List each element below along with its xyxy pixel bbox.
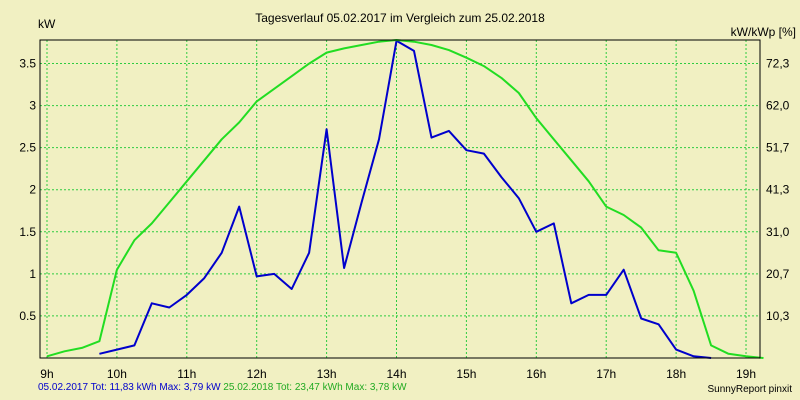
y-tick-label-right: 20,7 [766, 267, 790, 281]
y-tick-label-left: 3.5 [19, 57, 36, 71]
footer-summary: 05.02.2017 Tot: 11,83 kWh Max: 3,79 kW 2… [38, 382, 407, 393]
y-tick-label-left: 2 [29, 183, 36, 197]
axis-labels: 9h 10h 11h 12h 13h 14h 15h 16h 17h 18h 19h 0.5 10,3 1… [19, 57, 789, 381]
series-line-25-02-2018 [46, 39, 764, 359]
x-tick-label: 10h [107, 367, 127, 381]
y-tick-label-right: 10,3 [766, 309, 790, 323]
series-line-05-02-2017 [99, 39, 712, 359]
y-tick-label-right: 62,0 [766, 99, 790, 113]
series-layer [46, 39, 764, 359]
x-tick-label: 14h [386, 367, 406, 381]
grid-lines [40, 40, 760, 358]
x-tick-label: 19h [736, 367, 756, 381]
plot-frame [39, 39, 761, 359]
y-tick-label-right: 31,0 [766, 225, 790, 239]
x-tick-label: 16h [526, 367, 546, 381]
y-tick-label-left: 0.5 [19, 309, 36, 323]
x-tick-label: 9h [40, 367, 53, 381]
left-axis-label: kW [38, 17, 56, 31]
x-tick-label: 17h [596, 367, 616, 381]
right-axis-label: kW/kWp [%] [731, 25, 796, 39]
chart-title: Tagesverlauf 05.02.2017 im Vergleich zum… [255, 11, 545, 25]
credit-text: SunnyReport pinxit [707, 384, 793, 395]
y-tick-label-left: 2.5 [19, 141, 36, 155]
x-tick-label: 11h [177, 367, 196, 381]
x-tick-label: 18h [666, 367, 686, 381]
y-tick-label-left: 3 [29, 99, 36, 113]
x-tick-label: 13h [317, 367, 337, 381]
x-tick-label: 15h [456, 367, 476, 381]
x-tick-label: 12h [247, 367, 267, 381]
y-tick-label-right: 41,3 [766, 183, 790, 197]
y-tick-label-right: 51,7 [766, 141, 790, 155]
y-tick-label-right: 72,3 [766, 57, 790, 71]
footer-green-summary: 25.02.2018 Tot: 23,47 kWh Max: 3,78 kW [223, 382, 407, 393]
footer-blue-summary: 05.02.2017 Tot: 11,83 kWh Max: 3,79 kW [38, 382, 221, 393]
y-tick-label-left: 1.5 [19, 225, 36, 239]
y-tick-label-left: 1 [29, 267, 36, 281]
